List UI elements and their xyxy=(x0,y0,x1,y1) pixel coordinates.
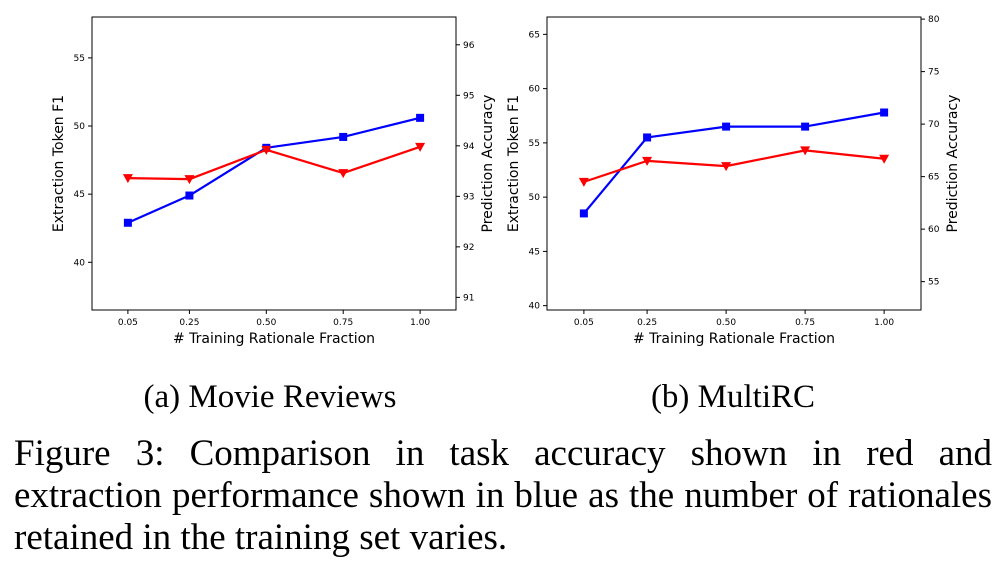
chart-b-prediction-accuracy-line xyxy=(583,149,885,183)
chart-a-prediction-accuracy-marker xyxy=(261,145,272,155)
chart-a-y-left-tick-label: 40 xyxy=(74,258,86,268)
chart-a-x-tick-label: 1.00 xyxy=(410,318,430,328)
chart-a-y-right-tick-label: 92 xyxy=(463,243,474,253)
chart-b-extraction-f1-marker xyxy=(880,108,889,117)
chart-multirc: 0.05 0.25 0.50 0.75 1.00 40 45 50 55 60 65 55 60 65 70… xyxy=(506,15,961,347)
subcaption-a: (a) Movie Reviews xyxy=(144,379,397,415)
chart-b-y-left-tick-label: 40 xyxy=(529,302,541,312)
chart-b-x-tick-label: 0.50 xyxy=(716,318,736,328)
chart-b-extraction-f1-line xyxy=(583,111,885,215)
chart-b-y-left-tick-label: 55 xyxy=(529,139,540,149)
chart-b-extraction-f1-marker xyxy=(579,209,588,218)
chart-movie-reviews: 0.05 0.25 0.50 0.75 1.00 40 45 50 55 91 92 93 94 95 96… xyxy=(51,16,496,347)
chart-a-extraction-f1-marker xyxy=(416,113,425,122)
chart-b-x-tick-label: 0.25 xyxy=(637,318,657,328)
chart-a-y-left-tick-label: 50 xyxy=(74,122,86,132)
chart-a-y-right-tick-label: 91 xyxy=(463,293,474,303)
chart-b-y-right-tick-label: 70 xyxy=(928,120,940,130)
chart-a-y-left-tick-label: 45 xyxy=(74,190,85,200)
chart-a-prediction-accuracy-marker xyxy=(122,174,133,184)
chart-b-extraction-f1-marker xyxy=(643,133,652,142)
subcaption-b: (b) MultiRC xyxy=(651,379,815,415)
chart-b-extraction-f1-marker xyxy=(722,122,731,131)
chart-a-extraction-f1-marker xyxy=(123,218,132,227)
chart-b-extraction-f1-marker xyxy=(801,122,810,131)
chart-b-y-left-axis-label: Extraction Token F1 xyxy=(506,95,522,232)
chart-a-x-tick-label: 0.50 xyxy=(256,318,276,328)
chart-a-extraction-f1-line xyxy=(127,116,421,224)
chart-b-y-right-tick-label: 80 xyxy=(928,15,940,25)
chart-b-prediction-accuracy-marker xyxy=(578,177,589,187)
chart-a-y-left-axis-label: Extraction Token F1 xyxy=(51,95,67,232)
chart-a-y-left-tick-label: 55 xyxy=(74,54,85,64)
figure-caption: Figure 3: Comparison in task accuracy sh… xyxy=(14,433,992,558)
chart-b-x-tick-label: 0.75 xyxy=(795,318,815,328)
chart-a-prediction-accuracy-marker xyxy=(415,142,426,152)
chart-a-extraction-f1-marker xyxy=(339,132,348,141)
chart-b-x-tick-label: 1.00 xyxy=(874,318,894,328)
chart-a-y-right-tick-label: 96 xyxy=(463,41,475,51)
chart-a-prediction-accuracy-line xyxy=(127,145,421,181)
chart-b-y-left-tick-label: 45 xyxy=(529,247,540,257)
chart-a-extraction-f1-marker xyxy=(185,191,194,200)
chart-b-y-left-tick-label: 50 xyxy=(529,193,541,203)
chart-a-x-tick-label: 0.75 xyxy=(333,318,353,328)
chart-b-prediction-accuracy-marker xyxy=(879,154,890,164)
chart-b-plot-frame xyxy=(546,16,922,311)
chart-a-plot-frame xyxy=(91,16,457,311)
chart-b-x-tick-label: 0.05 xyxy=(574,318,594,328)
chart-b-y-right-tick-label: 55 xyxy=(928,278,939,288)
chart-b-y-right-tick-label: 65 xyxy=(928,173,939,183)
chart-b-y-right-axis-label: Prediction Accuracy xyxy=(945,95,961,233)
chart-a-prediction-accuracy-marker xyxy=(338,169,349,179)
chart-a-prediction-accuracy-marker xyxy=(184,175,195,185)
chart-b-prediction-accuracy-marker xyxy=(642,156,653,166)
chart-b-x-axis-label: # Training Rationale Fraction xyxy=(633,331,835,347)
chart-a-x-axis-label: # Training Rationale Fraction xyxy=(173,331,375,347)
figure-svg: 0.05 0.25 0.50 0.75 1.00 40 45 50 55 91 92 93 94 95 96… xyxy=(51,15,961,415)
chart-a-y-right-tick-label: 94 xyxy=(463,142,475,152)
chart-b-y-right-tick-label: 60 xyxy=(928,225,940,235)
chart-b-prediction-accuracy-marker xyxy=(721,162,732,172)
chart-a-y-right-axis-label: Prediction Accuracy xyxy=(480,95,496,233)
chart-b-y-right-tick-label: 75 xyxy=(928,68,939,78)
chart-b-prediction-accuracy-marker xyxy=(800,146,811,156)
chart-a-y-right-tick-label: 93 xyxy=(463,192,474,202)
chart-a-y-right-tick-label: 95 xyxy=(463,91,474,101)
chart-a-x-tick-label: 0.25 xyxy=(179,318,199,328)
chart-a-x-tick-label: 0.05 xyxy=(118,318,138,328)
chart-b-y-left-tick-label: 60 xyxy=(529,85,541,95)
chart-b-y-left-tick-label: 65 xyxy=(529,30,540,40)
